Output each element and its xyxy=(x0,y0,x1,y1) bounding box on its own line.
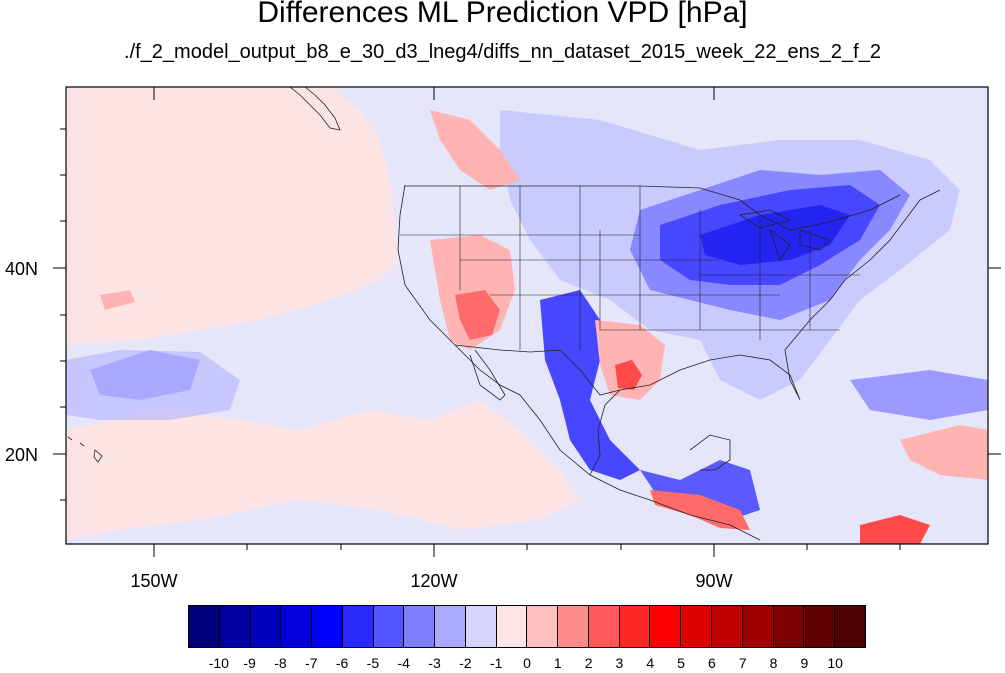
colorbar-tick-label: 10 xyxy=(827,655,843,671)
colorbar-swatch xyxy=(587,606,619,647)
colorbar-swatch xyxy=(526,606,558,647)
colorbar-tick-label: -7 xyxy=(305,655,318,671)
field-positive-texas-strong xyxy=(615,360,642,390)
field-positive-caribbean xyxy=(860,515,930,544)
colorbar-swatch xyxy=(218,606,250,647)
colorbar-swatch xyxy=(711,606,742,647)
coastline-gulf xyxy=(589,189,941,476)
lat-label-40n: 40N xyxy=(5,259,38,279)
state-lines xyxy=(400,186,860,350)
great-lakes xyxy=(738,209,831,261)
colorbar-swatch xyxy=(741,606,773,647)
border-us-mexico xyxy=(454,344,621,396)
field-positive-west-strong xyxy=(455,290,500,340)
coastline-yucatan xyxy=(689,434,731,471)
field-positive-subtropics xyxy=(66,400,580,540)
colorbar-swatch xyxy=(618,606,650,647)
colorbar-tick-label: 3 xyxy=(615,655,624,671)
colorbar-tick-label: -4 xyxy=(397,655,410,671)
colorbar-swatch xyxy=(311,606,342,647)
chart-title: Differences ML Prediction VPD [hPa] xyxy=(257,0,748,29)
chart-subtitle: ./f_2_model_output_b8_e_30_d3_lneg4/diff… xyxy=(124,41,881,63)
field-positive-west-atlantic xyxy=(900,425,988,480)
colorbar-swatch xyxy=(403,606,435,647)
colorbar-tick-label: -8 xyxy=(274,655,287,671)
colorbar-swatch xyxy=(772,606,804,647)
field-positive-central-america xyxy=(650,490,750,530)
lat-label-20n: 20N xyxy=(5,445,38,465)
colorbar-swatch xyxy=(680,606,712,647)
colorbar-swatch xyxy=(372,606,404,647)
colorbar-tick-label: -10 xyxy=(208,655,229,671)
colorbar-swatch xyxy=(249,606,281,647)
colorbar-tick-label: -3 xyxy=(428,655,441,671)
field-positive-texas xyxy=(595,320,665,400)
colorbar-tick-label: -9 xyxy=(243,655,256,671)
colorbar-swatch xyxy=(341,606,373,647)
colorbar-tick-label: 6 xyxy=(708,655,716,671)
field-positive-northwest-ridge xyxy=(430,110,520,190)
colorbar-tick-label: 5 xyxy=(677,655,685,671)
colorbar-tick-label: 9 xyxy=(800,655,809,671)
colorbar-swatch xyxy=(495,606,527,647)
colorbar-tick-label: 1 xyxy=(553,655,562,671)
vpd-difference-map: 40N 20N 150W 120W 90W xyxy=(5,86,1001,591)
coastline-west xyxy=(397,184,761,541)
field-negative-gulf-east xyxy=(850,370,988,420)
coastline-alaska xyxy=(289,87,341,131)
colorbar-tick-label: 4 xyxy=(646,655,655,671)
colorbar-labels: -10 -9 -8 -7 -6 -5 -4 -3 -2 -1 0 1 2 3 4 5 6 7 8 9 10 xyxy=(0,655,1005,673)
colorbar-tick-label: 2 xyxy=(584,655,593,671)
coastline-baja xyxy=(469,349,506,401)
colorbar-tick-label: -5 xyxy=(366,655,380,671)
colorbar-tick-label: 0 xyxy=(523,655,531,671)
field-positive-pacific xyxy=(66,87,400,345)
field-negative-core-northeast xyxy=(700,205,850,265)
colorbar-swatch xyxy=(649,606,681,647)
colorbar-tick-label: 7 xyxy=(738,655,747,671)
hawaii-islands xyxy=(67,436,103,463)
colorbar-swatch xyxy=(834,606,865,647)
colorbar-tick-label: 8 xyxy=(769,655,778,671)
lon-label-120w: 120W xyxy=(410,571,457,591)
lon-label-150w: 150W xyxy=(130,571,177,591)
field-negative-mexico xyxy=(540,290,640,480)
field-positive-pacific-spot xyxy=(100,290,135,310)
colorbar-tick-label: -1 xyxy=(489,655,503,671)
colorbar-swatch xyxy=(434,606,465,647)
colorbar-tick-label: -2 xyxy=(459,655,472,671)
field-negative-pacific-band xyxy=(66,350,240,420)
colorbar-swatch xyxy=(280,606,312,647)
colorbar-swatch xyxy=(557,606,588,647)
map-ticks xyxy=(53,87,1001,557)
colorbar-swatch xyxy=(803,606,835,647)
lon-label-90w: 90W xyxy=(695,571,732,591)
colorbar-tick-label: -6 xyxy=(335,655,349,671)
colorbar-swatch xyxy=(464,606,496,647)
colorbar-swatch xyxy=(189,606,219,647)
colorbar xyxy=(188,605,866,648)
field-negative-central-america xyxy=(640,460,760,520)
